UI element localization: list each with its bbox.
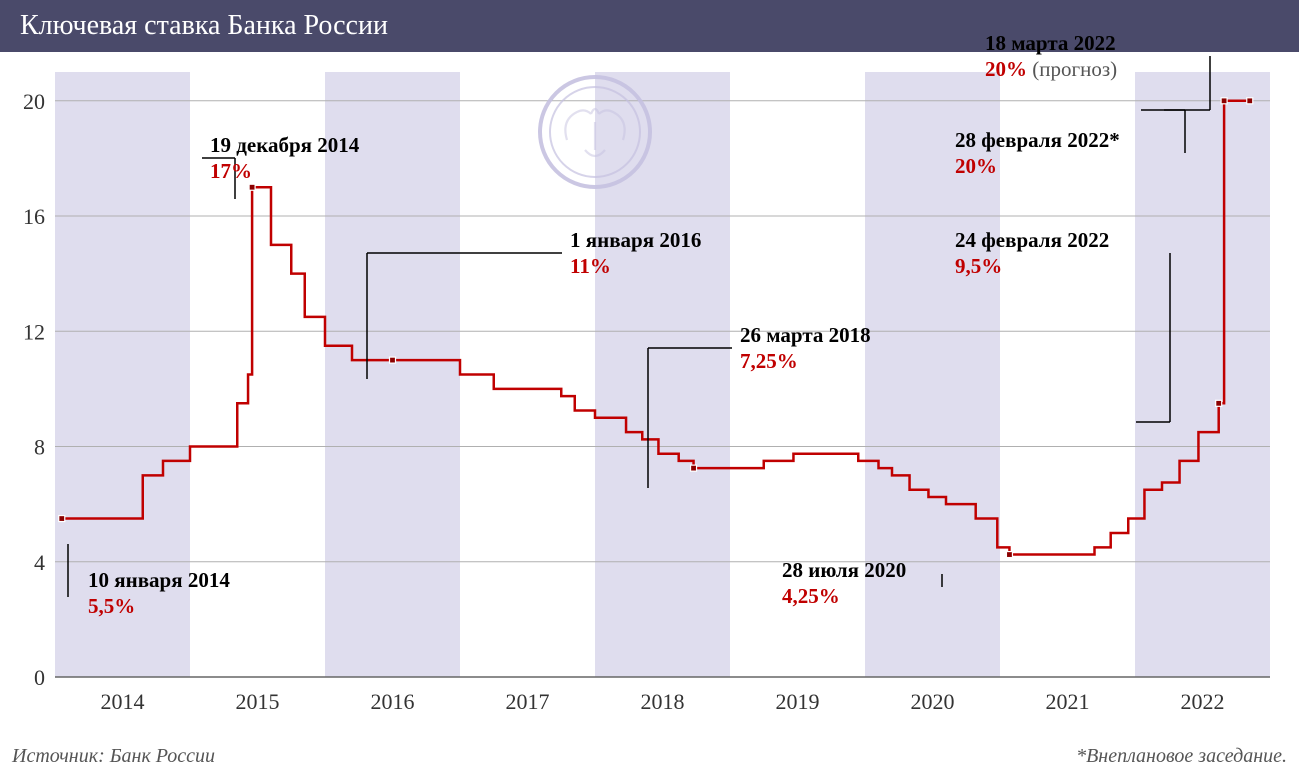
annotation-date: 24 февраля 2022: [955, 228, 1109, 252]
annotation-value: 11%: [570, 254, 611, 278]
svg-text:0: 0: [34, 665, 45, 690]
annotation-a0: 10 января 20145,5%: [88, 567, 230, 620]
annotation-date: 10 января 2014: [88, 568, 230, 592]
svg-text:4: 4: [34, 550, 45, 575]
annotation-date: 28 июля 2020: [782, 558, 906, 582]
annotation-value: 20%: [955, 154, 997, 178]
svg-text:2021: 2021: [1046, 689, 1090, 714]
chart-container: 0 4 8 12 16 20 2014 2015 2016 2017 2018 2019 2020 202…: [0, 52, 1299, 732]
annotation-a7: 18 марта 202220% (прогноз): [985, 30, 1117, 83]
annotation-value: 9,5%: [955, 254, 1002, 278]
footnote-label: *Внеплановое заседание.: [1076, 745, 1287, 768]
annotation-date: 28 февраля 2022*: [955, 128, 1120, 152]
annotation-value: 4,25%: [782, 584, 840, 608]
svg-text:12: 12: [23, 319, 45, 344]
svg-text:2018: 2018: [641, 689, 685, 714]
svg-text:2016: 2016: [371, 689, 415, 714]
annotation-a4: 28 июля 20204,25%: [782, 557, 906, 610]
annotation-a1: 19 декабря 201417%: [210, 132, 359, 185]
svg-text:8: 8: [34, 435, 45, 460]
annotation-a2: 1 января 201611%: [570, 227, 701, 280]
annotation-a5: 24 февраля 20229,5%: [955, 227, 1109, 280]
annotation-date: 26 марта 2018: [740, 323, 871, 347]
source-label: Источник: Банк России: [12, 745, 215, 768]
annotation-a3: 26 марта 20187,25%: [740, 322, 871, 375]
annotation-date: 19 декабря 2014: [210, 133, 359, 157]
annotation-value: 17%: [210, 159, 252, 183]
annotation-date: 1 января 2016: [570, 228, 701, 252]
svg-text:20: 20: [23, 89, 45, 114]
annotation-value: 20%: [985, 57, 1027, 81]
annotation-value: 5,5%: [88, 594, 135, 618]
svg-text:2020: 2020: [911, 689, 955, 714]
svg-text:2022: 2022: [1181, 689, 1225, 714]
chart-footer: Источник: Банк России *Внеплановое засед…: [12, 745, 1287, 768]
annotation-a6: 28 февраля 2022*20%: [955, 127, 1120, 180]
svg-text:2015: 2015: [236, 689, 280, 714]
annotation-date: 18 марта 2022: [985, 31, 1116, 55]
svg-text:2019: 2019: [776, 689, 820, 714]
annotation-note: (прогноз): [1032, 57, 1117, 81]
svg-text:2017: 2017: [506, 689, 550, 714]
svg-text:16: 16: [23, 204, 45, 229]
annotation-value: 7,25%: [740, 349, 798, 373]
svg-text:2014: 2014: [101, 689, 145, 714]
